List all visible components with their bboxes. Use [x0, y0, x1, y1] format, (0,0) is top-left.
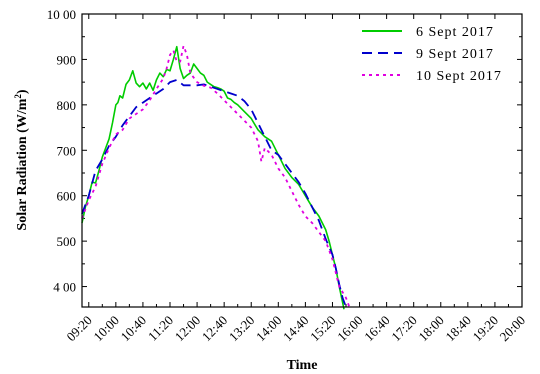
x-axis-title: Time [287, 358, 318, 373]
y-axis-title-superscript: 2 [13, 94, 23, 99]
x-tick-label: 16:40 [361, 313, 393, 345]
series-line-0 [81, 45, 345, 310]
legend-label-9-sept: 9 Sept 2017 [416, 47, 494, 62]
x-tick-label: 10:00 [90, 313, 122, 345]
y-tick-label: 600 [57, 189, 77, 204]
x-tick-label: 14:00 [253, 313, 285, 345]
x-tick-label: 11:20 [145, 313, 176, 344]
plot-frame [81, 13, 523, 308]
x-tick-label: 17:20 [388, 313, 420, 345]
x-tick-label: 20:00 [497, 313, 529, 345]
x-tick-label: 18:40 [442, 313, 474, 345]
x-tick-label: 09:20 [63, 313, 95, 345]
legend: 6 Sept 2017 9 Sept 2017 10 Sept 2017 [362, 25, 502, 84]
x-tick-label: 14:40 [280, 313, 312, 345]
x-tick-labels: 09:2010:0010:4011:2012:0012:4013:2014:00… [63, 313, 528, 345]
x-tick-label: 19:20 [469, 313, 501, 345]
x-tick-label: 12:40 [199, 313, 231, 345]
y-tick-label: 900 [57, 52, 77, 67]
series-line-2 [81, 44, 351, 308]
y-tick-label: 4 00 [53, 280, 76, 295]
x-tick-label: 12:00 [172, 313, 204, 345]
series-lines [81, 44, 351, 310]
y-tick-label: 700 [57, 143, 77, 158]
y-tick-label: 500 [57, 234, 77, 249]
y-axis-title-suffix: ) [15, 89, 30, 94]
y-tick-labels: 4 00 500 600 700 800 900 10 00 [47, 7, 76, 295]
series-line-1 [81, 78, 347, 308]
y-tick-label: 10 00 [47, 7, 76, 22]
x-tick-label: 13:20 [226, 313, 258, 345]
x-tick-label: 16:00 [334, 313, 366, 345]
x-tick-label: 10:40 [117, 313, 149, 345]
legend-label-10-sept: 10 Sept 2017 [416, 69, 502, 84]
y-tick-label: 800 [57, 98, 77, 113]
x-tick-label: 18:00 [415, 313, 447, 345]
y-axis-title-main: Solar Radiation (W/m [15, 98, 30, 230]
legend-label-6-sept: 6 Sept 2017 [416, 25, 494, 40]
y-axis-title: Solar Radiation (W/m2) [13, 89, 30, 230]
x-tick-label: 15:20 [307, 313, 339, 345]
